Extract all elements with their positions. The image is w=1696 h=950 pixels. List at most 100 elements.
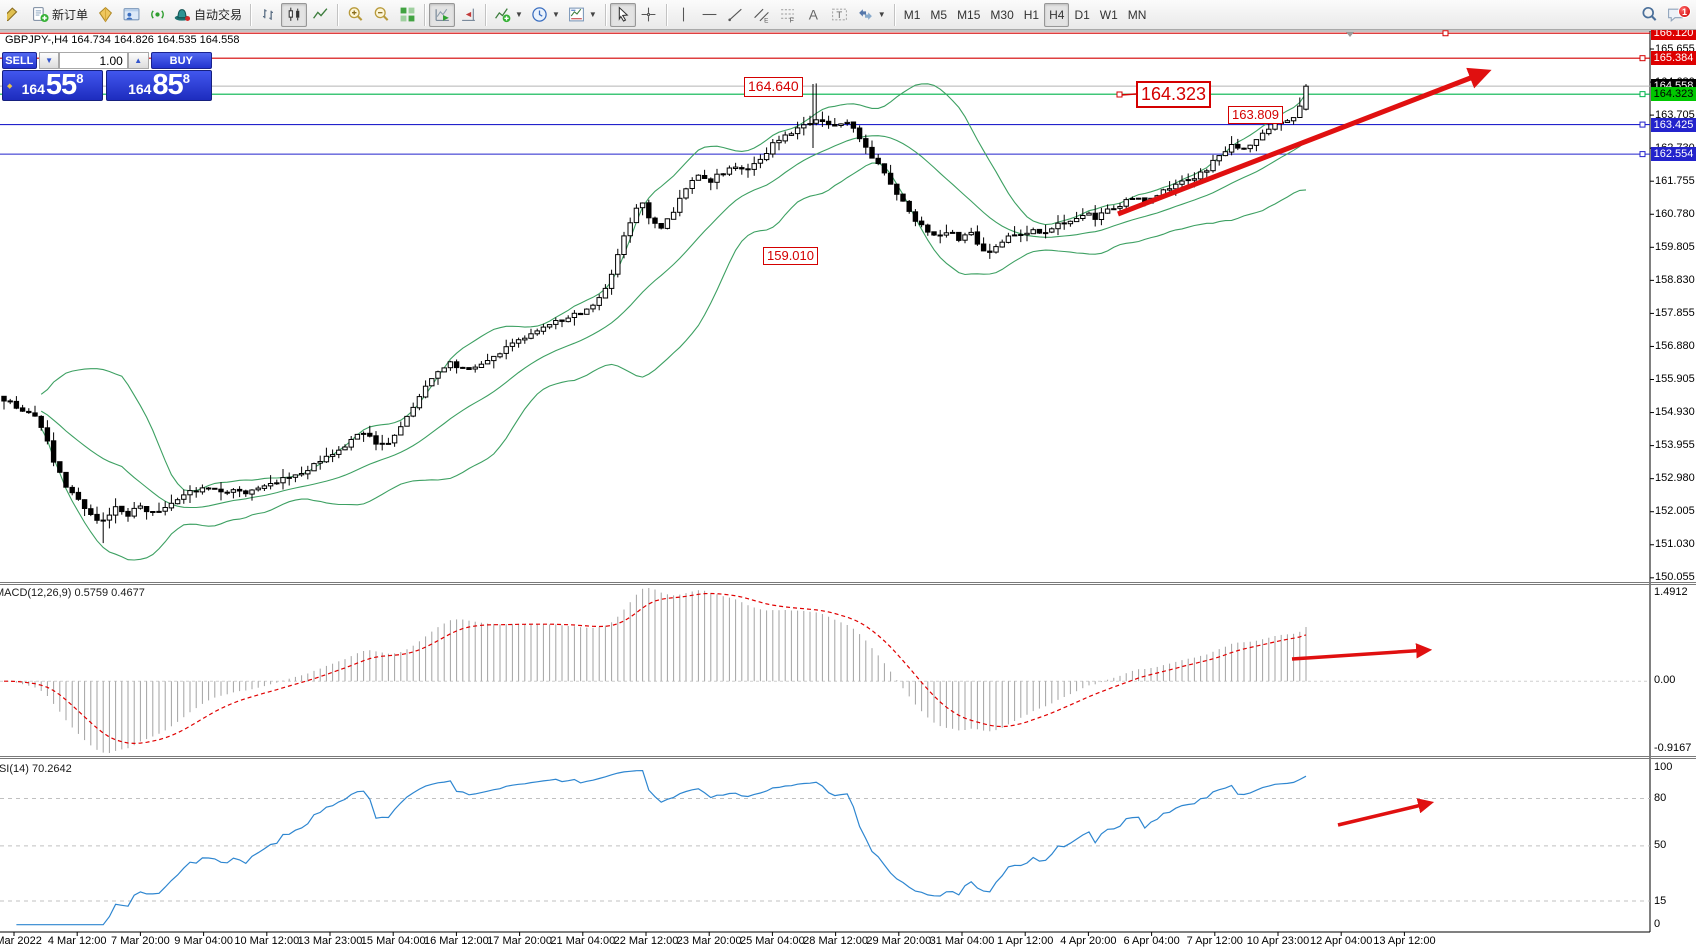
candlestick-series xyxy=(1,83,1309,544)
label-164323[interactable]: 164.323 xyxy=(1136,81,1212,108)
text-button[interactable]: A xyxy=(801,3,827,27)
toolbar-right-group: 1 xyxy=(1636,3,1691,27)
toolbar: 新订单 自动交易 ▼ ▼ ▼ E F A T ▼ M1 M5 M15 M30 H1 H4 D1 W1 MN 1 xyxy=(0,0,1696,30)
tf-mn-button[interactable]: MN xyxy=(1127,7,1147,22)
trendline-icon xyxy=(728,8,742,22)
text-label-icon: T xyxy=(832,8,848,21)
text-label-button[interactable]: T xyxy=(827,3,853,27)
auto-scroll-icon xyxy=(435,8,449,21)
candlestick-chart-button[interactable] xyxy=(281,2,308,27)
edge-clipped-icon-icon xyxy=(6,7,17,22)
sell-price-big: 55 xyxy=(45,69,77,101)
indicators-icon xyxy=(495,8,511,23)
toolbar-separator xyxy=(665,3,667,26)
chevron-down-icon: ▼ xyxy=(877,10,886,19)
label-163809[interactable]: 163.809 xyxy=(1228,106,1283,125)
zoom-in-button[interactable] xyxy=(342,3,368,27)
svg-text:A: A xyxy=(809,6,819,22)
tf-m1-button[interactable]: M1 xyxy=(903,7,921,22)
crosshair-icon xyxy=(641,7,656,22)
bar-chart-icon xyxy=(262,9,273,20)
fibonacci-icon: F xyxy=(781,9,795,23)
toolbar-separator xyxy=(604,3,606,26)
trend-arrow-macd xyxy=(1291,643,1433,661)
zoom-out-icon xyxy=(374,7,388,21)
horizontal-line-button[interactable] xyxy=(697,3,723,27)
arrows-button[interactable]: ▼ xyxy=(853,3,890,27)
buy-price-sup: 8 xyxy=(182,71,190,86)
new-order-icon xyxy=(33,7,49,23)
equidistant-channel-icon: E xyxy=(754,8,770,23)
edge-clipped-icon[interactable] xyxy=(2,3,28,27)
templates-button[interactable]: ▼ xyxy=(564,3,601,27)
toolbar-separator xyxy=(337,3,339,26)
one-click-diamond-icon: ◆ xyxy=(7,83,13,90)
buy-price-button[interactable]: 164 85 8 xyxy=(106,70,212,101)
toolbar-separator xyxy=(250,3,252,26)
tf-w1-button[interactable]: W1 xyxy=(1099,7,1118,22)
tf-m30-button[interactable]: M30 xyxy=(990,7,1014,22)
sell-price-button[interactable]: ◆ 164 55 8 xyxy=(2,70,103,101)
line-chart-icon xyxy=(312,8,327,19)
cursor-icon xyxy=(619,6,629,22)
search-button[interactable] xyxy=(1636,3,1662,27)
label-164640[interactable]: 164.640 xyxy=(744,77,803,97)
macd-histogram xyxy=(9,588,1307,753)
new-order-button[interactable]: 新订单 xyxy=(28,3,92,27)
profiles-icon xyxy=(123,8,139,21)
trend-arrow-main xyxy=(1117,67,1492,217)
trend-arrow-rsi xyxy=(1337,798,1435,827)
label-159010[interactable]: 159.010 xyxy=(763,247,818,266)
tf-h1-button[interactable]: H1 xyxy=(1023,7,1040,22)
tf-d1-button[interactable]: D1 xyxy=(1074,7,1090,22)
buy-price-big: 85 xyxy=(152,69,183,101)
svg-text:E: E xyxy=(764,17,768,23)
periods-button[interactable]: ▼ xyxy=(527,3,564,27)
one-click-trading-panel: SELL ▼ 1.00 ▲ BUY ◆ 164 55 8 164 85 8 xyxy=(2,52,212,101)
zoom-out-button[interactable] xyxy=(368,3,394,27)
arrows-icon xyxy=(858,9,872,20)
sell-button[interactable]: SELL xyxy=(2,52,37,69)
bar-chart-button[interactable] xyxy=(255,3,281,27)
volume-decrease-button[interactable]: ▼ xyxy=(38,52,60,69)
vertical-line-button[interactable] xyxy=(671,3,697,27)
tile-windows-button[interactable] xyxy=(394,3,420,27)
volume-increase-button[interactable]: ▲ xyxy=(127,52,149,69)
autotrading-button[interactable]: 自动交易 xyxy=(170,3,246,27)
crosshair-button[interactable] xyxy=(636,3,662,27)
chart-shift-icon xyxy=(461,8,475,21)
periods-icon xyxy=(532,7,547,22)
notifications-button[interactable]: 1 xyxy=(1662,3,1691,27)
text-icon: A xyxy=(809,6,819,22)
line-chart-button[interactable] xyxy=(307,3,333,27)
sell-price-prefix: 164 xyxy=(21,81,45,97)
tf-h4-button[interactable]: H4 xyxy=(1044,2,1070,27)
templates-icon xyxy=(568,7,584,22)
data-window-icon xyxy=(150,10,164,19)
toolbar-separator xyxy=(485,3,487,26)
chart-shift-button[interactable] xyxy=(455,3,481,27)
buy-button[interactable]: BUY xyxy=(150,52,212,69)
vertical-line-icon xyxy=(683,7,685,22)
tf-m5-button[interactable]: M5 xyxy=(930,7,948,22)
data-window-button[interactable] xyxy=(144,3,170,27)
fibonacci-button[interactable]: F xyxy=(775,3,801,27)
search-icon xyxy=(1641,6,1656,21)
svg-text:F: F xyxy=(790,17,794,23)
rsi-line xyxy=(16,769,1307,926)
buy-price-prefix: 164 xyxy=(128,81,152,97)
indicators-button[interactable]: ▼ xyxy=(490,3,527,27)
equidistant-channel-button[interactable]: E xyxy=(749,3,775,27)
volume-input[interactable]: 1.00 xyxy=(59,52,128,69)
trendline-button[interactable] xyxy=(723,3,749,27)
auto-scroll-button[interactable] xyxy=(429,2,456,27)
tf-m15-button[interactable]: M15 xyxy=(957,7,981,22)
notification-badge: 1 xyxy=(1678,4,1691,18)
horizontal-line-icon xyxy=(702,13,717,16)
chart-wizard-button[interactable] xyxy=(92,3,118,27)
toolbar-separator xyxy=(893,3,895,26)
profiles-button[interactable] xyxy=(118,3,144,27)
cursor-button[interactable] xyxy=(609,2,636,27)
